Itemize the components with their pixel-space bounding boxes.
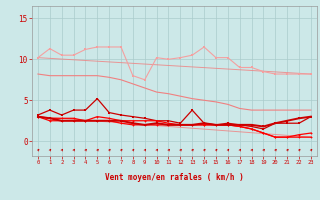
X-axis label: Vent moyen/en rafales ( km/h ): Vent moyen/en rafales ( km/h ): [105, 174, 244, 183]
